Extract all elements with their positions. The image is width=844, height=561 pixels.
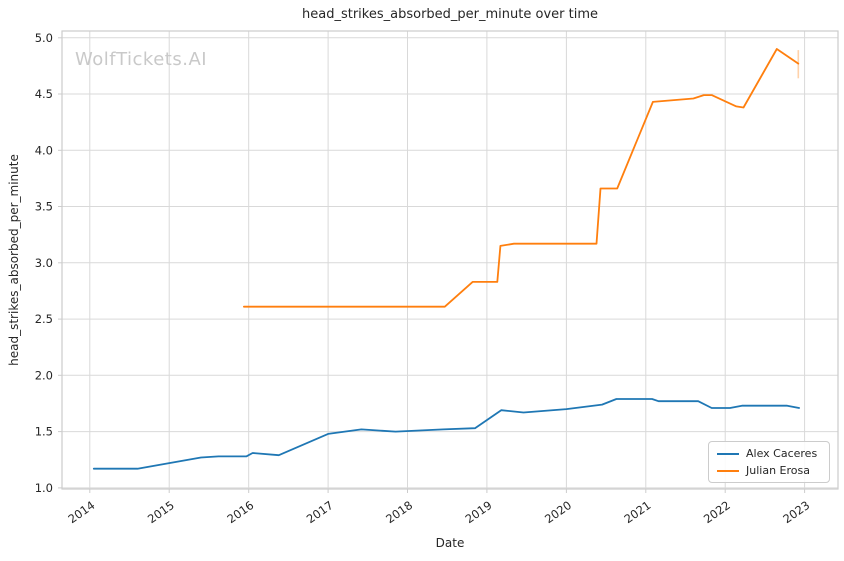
x-tick-label: 2022 xyxy=(701,498,733,526)
x-tick-label: 2015 xyxy=(145,498,177,526)
legend-label: Julian Erosa xyxy=(746,464,810,477)
x-tick-label: 2014 xyxy=(66,498,98,526)
y-tick-label: 4.0 xyxy=(35,143,53,157)
x-axis-title: Date xyxy=(435,536,465,550)
y-tick-label: 2.0 xyxy=(35,368,53,382)
axes-frame xyxy=(61,30,839,490)
y-tick-label: 4.5 xyxy=(35,87,53,101)
x-tick-label: 2017 xyxy=(304,498,336,526)
legend-item-alex-caceres: Alex Caceres xyxy=(717,447,820,460)
series-line-alex-caceres xyxy=(92,398,800,470)
legend-item-julian-erosa: Julian Erosa xyxy=(717,464,820,477)
watermark: WolfTickets.AI xyxy=(75,49,208,70)
legend: Alex Caceres Julian Erosa xyxy=(708,441,830,483)
x-tick-label: 2020 xyxy=(542,498,574,526)
x-tick-label: 2016 xyxy=(224,498,256,526)
y-tick-label: 3.5 xyxy=(35,200,53,214)
x-tick-label: 2023 xyxy=(780,498,812,526)
x-tick-label: 2019 xyxy=(463,498,495,526)
legend-line-swatch-blue xyxy=(717,452,739,455)
y-tick-label: 1.0 xyxy=(35,481,53,495)
y-tick-label: 3.0 xyxy=(35,256,53,270)
x-tick-label: 2021 xyxy=(622,498,654,526)
legend-label: Alex Caceres xyxy=(746,447,818,460)
y-tick-label: 5.0 xyxy=(35,31,53,45)
series-line-julian-erosa xyxy=(242,48,800,308)
x-tick-label: 2018 xyxy=(383,498,415,526)
y-tick-label: 1.5 xyxy=(35,425,53,439)
chart-title: head_strikes_absorbed_per_minute over ti… xyxy=(302,7,598,22)
y-tick-label: 2.5 xyxy=(35,312,53,326)
legend-line-swatch-orange xyxy=(717,469,739,472)
y-axis-title: head_strikes_absorbed_per_minute xyxy=(7,154,21,366)
